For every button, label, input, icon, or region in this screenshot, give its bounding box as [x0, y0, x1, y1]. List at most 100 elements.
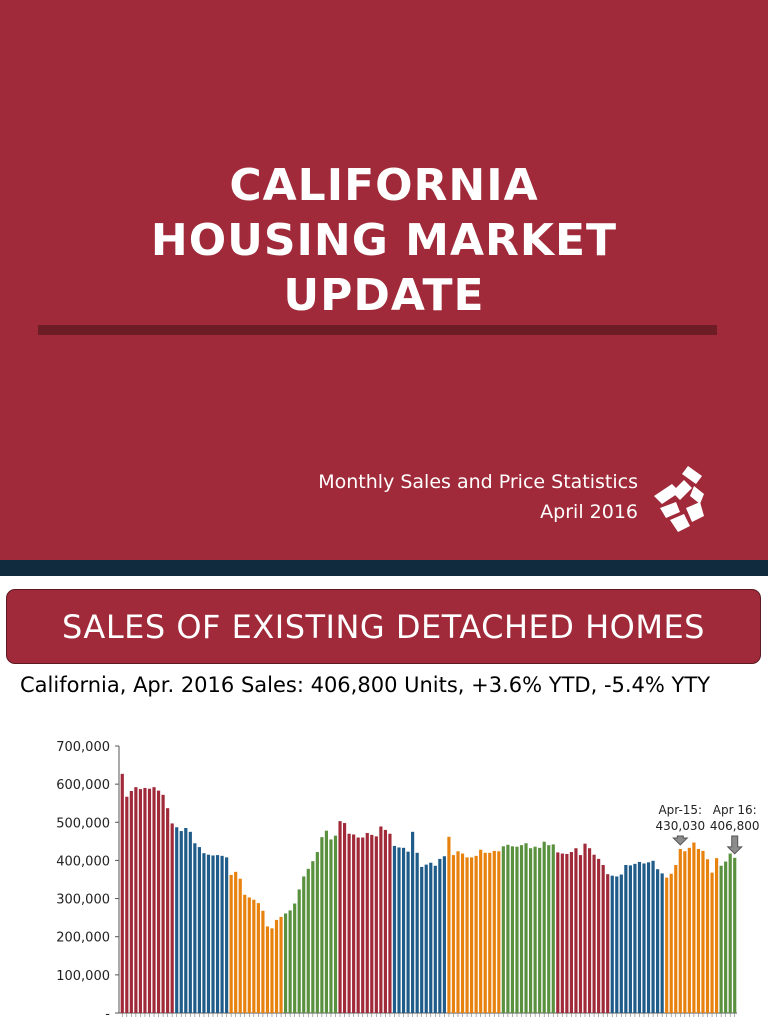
- bar: [646, 862, 651, 1013]
- bar: [519, 845, 524, 1013]
- bar: [442, 856, 446, 1013]
- bar: [497, 851, 501, 1013]
- bar: [120, 773, 124, 1013]
- bar: [138, 789, 143, 1013]
- bar: [705, 859, 710, 1013]
- bar: [501, 846, 505, 1013]
- bar: [624, 865, 628, 1013]
- title-divider: [38, 325, 717, 335]
- bar: [651, 860, 655, 1013]
- bar: [424, 864, 428, 1013]
- bar: [701, 850, 705, 1013]
- bar: [687, 847, 691, 1013]
- report-date: April 2016: [540, 501, 638, 523]
- bar: [225, 857, 229, 1013]
- bar: [229, 874, 233, 1013]
- bar: [538, 847, 542, 1013]
- bar: [147, 788, 152, 1013]
- bar: [715, 858, 719, 1013]
- bar: [270, 928, 274, 1013]
- bar: [696, 848, 701, 1013]
- bar: [356, 837, 360, 1013]
- bar: [465, 857, 469, 1013]
- bar: [401, 847, 406, 1013]
- bar: [483, 852, 487, 1013]
- bar: [302, 876, 306, 1013]
- bar: [411, 831, 415, 1013]
- y-tick-label: 300,000: [56, 893, 110, 908]
- bar: [329, 839, 333, 1013]
- y-axis: - 100,000 200,000 300,000 400,000 500,000 600,…: [56, 740, 737, 1022]
- bar: [488, 852, 492, 1013]
- annotation-arrow-icon: [672, 835, 689, 846]
- bar: [542, 841, 546, 1013]
- bar: [692, 842, 696, 1013]
- annotation-value: 430,030: [655, 819, 705, 833]
- subtitle: Monthly Sales and Price Statistics: [318, 471, 638, 493]
- bar: [370, 834, 374, 1013]
- annotation-label: Apr-15:: [658, 803, 702, 817]
- bar: [565, 853, 569, 1013]
- bar: [551, 844, 555, 1013]
- main-title-line: CALIFORNIA: [229, 160, 539, 211]
- bar: [234, 871, 238, 1013]
- bar: [288, 910, 292, 1013]
- y-tick-label: 200,000: [56, 931, 110, 946]
- bar-series: [120, 773, 737, 1017]
- y-tick-label: 700,000: [56, 740, 110, 755]
- bar: [587, 848, 592, 1013]
- bar: [166, 808, 170, 1013]
- bar: [134, 787, 138, 1013]
- bar: [365, 832, 369, 1013]
- bar: [642, 863, 646, 1013]
- chart-title: California, Apr. 2016 Sales: 406,800 Uni…: [20, 673, 711, 697]
- bar: [320, 837, 324, 1013]
- bar: [143, 787, 147, 1013]
- bar: [524, 843, 528, 1013]
- bar: [247, 897, 251, 1013]
- y-tick-label: -: [105, 1007, 110, 1022]
- bar: [406, 851, 410, 1013]
- bar: [610, 875, 614, 1013]
- bar: [533, 846, 537, 1013]
- bar: [592, 854, 596, 1013]
- bar: [433, 865, 437, 1013]
- bar: [252, 899, 256, 1013]
- bar: [261, 910, 265, 1013]
- divider-band: [0, 560, 768, 576]
- bar: [451, 855, 456, 1013]
- bar: [256, 903, 260, 1013]
- bar: [665, 877, 669, 1013]
- bar: [660, 873, 664, 1013]
- bar: [583, 843, 587, 1013]
- bar: [460, 853, 465, 1013]
- bar: [238, 878, 242, 1013]
- bar: [274, 919, 279, 1013]
- bar: [683, 851, 687, 1013]
- bar: [669, 873, 673, 1013]
- bar: [470, 857, 474, 1013]
- main-title-line: UPDATE: [283, 270, 485, 321]
- bar: [202, 853, 206, 1013]
- bar: [597, 858, 601, 1013]
- annotation-value: 406,800: [710, 819, 760, 833]
- bar: [243, 894, 247, 1013]
- bar: [569, 852, 573, 1013]
- realtors-logo-icon: [654, 466, 704, 532]
- bar: [193, 843, 197, 1013]
- bar: [361, 837, 365, 1013]
- section-banner: SALES OF EXISTING DETACHED HOMES: [6, 589, 761, 664]
- bar: [479, 849, 483, 1013]
- bar: [510, 846, 515, 1013]
- bar: [606, 874, 610, 1013]
- bar: [560, 853, 564, 1013]
- bar: [492, 850, 496, 1013]
- bar: [474, 855, 478, 1013]
- bar: [184, 828, 188, 1013]
- bar: [383, 829, 387, 1013]
- main-title: CALIFORNIA HOUSING MARKET UPDATE: [0, 158, 768, 323]
- bar: [733, 857, 737, 1013]
- bar: [656, 869, 660, 1013]
- bar: [724, 861, 728, 1013]
- y-tick-label: 100,000: [56, 969, 110, 984]
